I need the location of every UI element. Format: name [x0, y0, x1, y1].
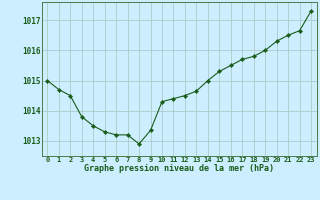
X-axis label: Graphe pression niveau de la mer (hPa): Graphe pression niveau de la mer (hPa) [84, 164, 274, 173]
